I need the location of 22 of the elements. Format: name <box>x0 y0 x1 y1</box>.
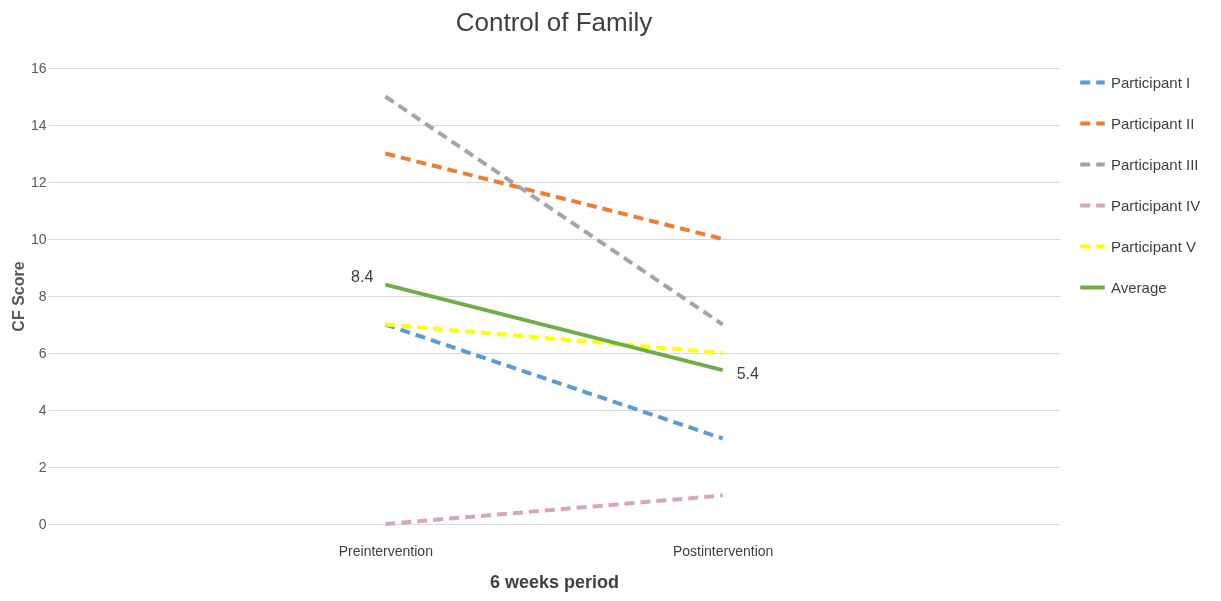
y-tick-label: 16 <box>30 59 47 76</box>
x-tick-label: Preintervention <box>338 542 433 559</box>
legend-label: Participant V <box>1111 237 1197 255</box>
legend-label: Participant II <box>1111 114 1195 132</box>
y-tick-label: 6 <box>38 344 47 361</box>
x-axis-title: 6 weeks period <box>489 571 620 592</box>
y-tick-label: 2 <box>38 458 47 475</box>
data-label: 5.4 <box>736 365 760 383</box>
chart-title: Control of Family <box>455 7 653 37</box>
y-tick-label: 12 <box>30 173 47 190</box>
data-label: 8.4 <box>351 267 374 285</box>
legend-label: Average <box>1111 278 1167 296</box>
legend-label: Participant I <box>1111 73 1191 91</box>
x-tick-label: Postintervention <box>672 542 774 559</box>
y-tick-label: 0 <box>38 515 47 532</box>
y-tick-label: 10 <box>30 230 47 247</box>
y-axis-title: CF Score <box>9 261 27 332</box>
y-tick-label: 14 <box>30 116 47 133</box>
legend-label: Participant III <box>1111 155 1199 173</box>
legend-label: Participant IV <box>1111 196 1201 214</box>
y-tick-label: 8 <box>38 287 47 304</box>
y-tick-label: 4 <box>38 401 47 418</box>
